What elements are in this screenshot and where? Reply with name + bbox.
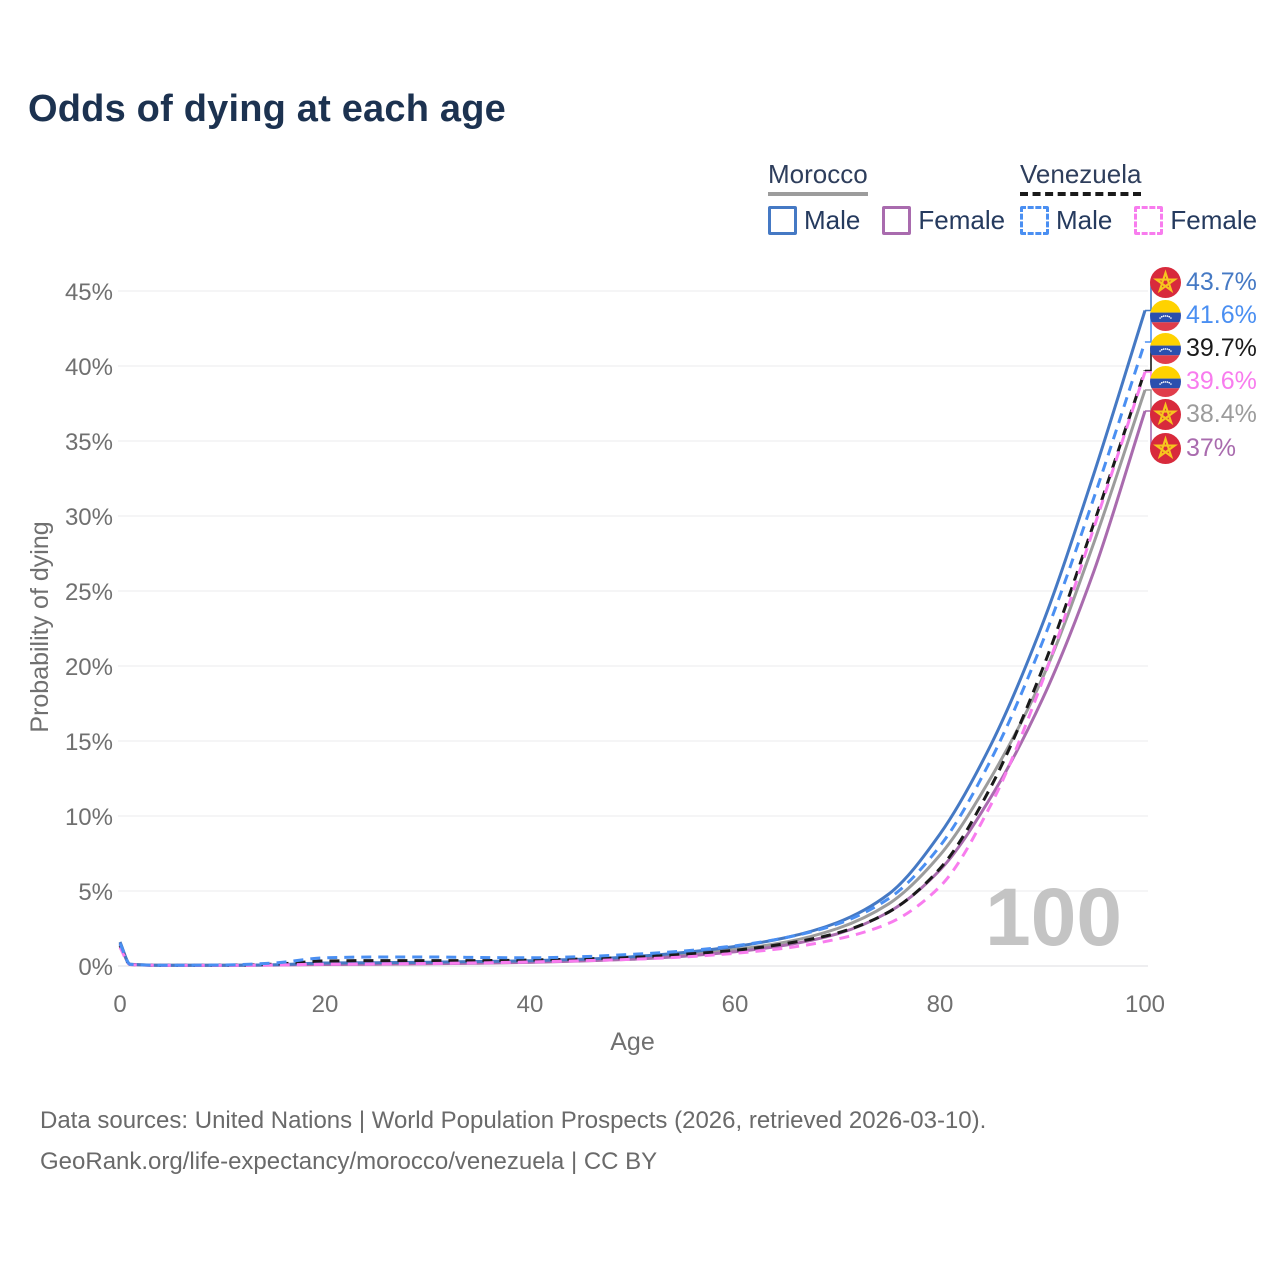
legend-group-venezuela: Venezuela Male Female bbox=[1020, 160, 1257, 236]
solid-line-swatch-icon bbox=[768, 205, 797, 235]
attribution-line: GeoRank.org/life-expectancy/morocco/vene… bbox=[40, 1148, 658, 1175]
x-tick-label: 20 bbox=[312, 991, 339, 1018]
legend-item-label: Male bbox=[1056, 204, 1113, 235]
series-end-label: 39.7% bbox=[1150, 333, 1257, 364]
y-tick-label: 10% bbox=[65, 804, 113, 831]
legend-item-venezuela-female[interactable]: Female bbox=[1134, 205, 1257, 236]
y-tick-label: 15% bbox=[65, 729, 113, 756]
legend-row: Male Female bbox=[1020, 205, 1257, 236]
x-tick-label: 60 bbox=[722, 991, 749, 1018]
page-title: Odds of dying at each age bbox=[28, 88, 506, 130]
series-line-morocco-male[interactable] bbox=[118, 310, 1147, 967]
x-tick-label: 100 bbox=[1125, 991, 1165, 1018]
series-end-value: 39.6% bbox=[1186, 367, 1257, 396]
venezuela-flag-icon bbox=[1150, 300, 1181, 331]
series-end-value: 38.4% bbox=[1186, 400, 1257, 429]
morocco-flag-icon bbox=[1150, 433, 1181, 464]
legend-item-morocco-male[interactable]: Male bbox=[768, 205, 860, 236]
y-tick-label: 5% bbox=[78, 879, 113, 906]
y-tick-label: 25% bbox=[65, 579, 113, 606]
morocco-flag-icon bbox=[1150, 399, 1181, 430]
data-source-line: Data sources: United Nations | World Pop… bbox=[40, 1107, 987, 1134]
y-tick-label: 20% bbox=[65, 654, 113, 681]
dashed-line-swatch-icon bbox=[1134, 205, 1164, 235]
legend-item-label: Male bbox=[804, 204, 861, 235]
legend-country-label: Morocco bbox=[768, 159, 868, 189]
legend-country-venezuela: Venezuela bbox=[1020, 159, 1142, 196]
venezuela-flag-icon bbox=[1150, 333, 1181, 364]
series-end-label: 41.6% bbox=[1150, 300, 1257, 331]
legend-item-venezuela-male[interactable]: Male bbox=[1020, 205, 1112, 236]
x-tick-label: 0 bbox=[113, 991, 126, 1018]
legend-item-morocco-female[interactable]: Female bbox=[882, 205, 1005, 236]
y-tick-label: 30% bbox=[65, 504, 113, 531]
series-end-label: 38.4% bbox=[1150, 399, 1257, 430]
legend-row: Male Female bbox=[768, 205, 1005, 236]
y-tick-label: 35% bbox=[65, 429, 113, 456]
legend-country-label: Venezuela bbox=[1020, 159, 1142, 189]
legend-group-morocco: Morocco Male Female bbox=[768, 160, 1005, 236]
x-tick-label: 40 bbox=[517, 991, 544, 1018]
legend-country-morocco: Morocco bbox=[768, 160, 868, 196]
series-end-value: 41.6% bbox=[1186, 300, 1257, 329]
series-end-label: 43.7% bbox=[1150, 267, 1257, 298]
solid-line-swatch-icon bbox=[882, 205, 912, 235]
legend-item-label: Female bbox=[918, 204, 1006, 235]
y-tick-label: 40% bbox=[65, 354, 113, 381]
footer: Data sources: United Nations | World Pop… bbox=[40, 1100, 986, 1182]
series-line-venezuela-male[interactable] bbox=[118, 341, 1147, 967]
x-tick-label: 80 bbox=[927, 991, 954, 1018]
x-axis-title: Age bbox=[610, 1028, 654, 1056]
series-end-value: 39.7% bbox=[1186, 333, 1257, 362]
morocco-flag-icon bbox=[1150, 267, 1181, 298]
venezuela-flag-icon bbox=[1150, 366, 1181, 397]
series-end-label: 37% bbox=[1150, 433, 1236, 464]
series-end-value: 37% bbox=[1186, 433, 1237, 462]
age-watermark: 100 bbox=[985, 872, 1122, 963]
legend-item-label: Female bbox=[1170, 204, 1258, 235]
dashed-line-swatch-icon bbox=[1020, 205, 1049, 235]
series-line-venezuela-female[interactable] bbox=[118, 371, 1147, 967]
y-axis-title: Probability of dying bbox=[26, 521, 54, 732]
y-tick-label: 0% bbox=[78, 954, 113, 981]
series-end-value: 43.7% bbox=[1186, 267, 1257, 296]
y-tick-label: 45% bbox=[65, 279, 113, 306]
series-end-label: 39.6% bbox=[1150, 366, 1257, 397]
